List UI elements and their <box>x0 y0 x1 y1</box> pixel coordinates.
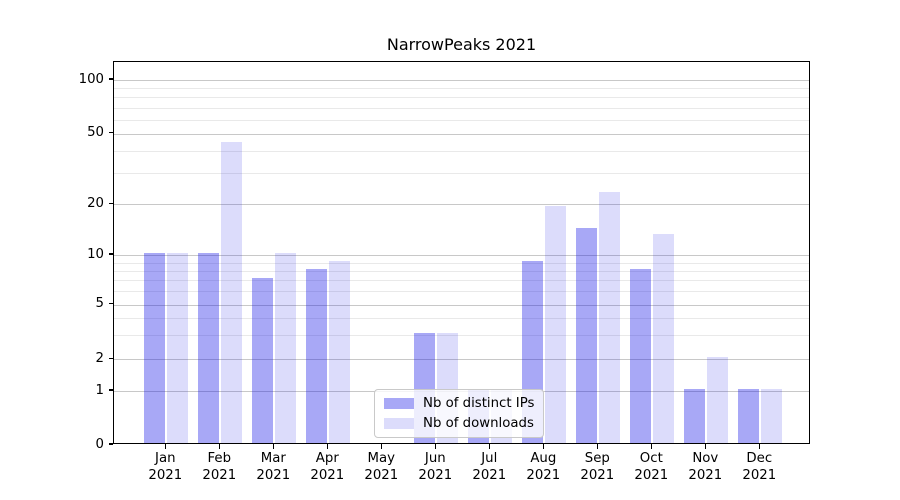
minor-gridline <box>114 291 809 293</box>
y-tick-label: 5 <box>95 296 104 311</box>
x-tick-label: Oct 2021 <box>634 451 669 483</box>
x-tick-label: Sep 2021 <box>580 451 615 483</box>
x-tick-label: Jun 2021 <box>418 451 453 483</box>
x-tick-mark <box>326 444 329 449</box>
minor-gridline <box>114 270 809 272</box>
bar-nb-of-downloads-oct <box>653 233 675 443</box>
major-gridline <box>114 359 809 361</box>
bar-nb-of-downloads-jan <box>167 253 189 443</box>
major-gridline <box>114 304 809 306</box>
legend-entry: Nb of distinct IPs <box>384 395 534 412</box>
legend-label: Nb of distinct IPs <box>423 396 535 411</box>
y-tick-label: 50 <box>87 125 104 141</box>
legend-entry: Nb of downloads <box>384 415 534 432</box>
bar-nb-of-downloads-nov <box>707 357 729 443</box>
x-tick-mark <box>272 444 275 449</box>
plot-area <box>113 61 810 444</box>
legend: Nb of distinct IPs Nb of downloads <box>374 389 544 438</box>
x-tick-mark <box>542 444 545 449</box>
bar-nb-of-downloads-mar <box>275 253 297 443</box>
y-tick-mark <box>109 443 113 445</box>
y-tick-mark <box>109 389 113 391</box>
x-tick-label: Mar 2021 <box>256 451 291 483</box>
x-tick-mark <box>758 444 761 449</box>
x-tick-mark <box>434 444 437 449</box>
minor-gridline <box>114 280 809 282</box>
x-tick-mark <box>164 444 167 449</box>
legend-swatch <box>384 398 414 409</box>
minor-gridline <box>114 119 809 121</box>
y-tick-label: 0 <box>95 436 104 452</box>
x-tick-mark <box>218 444 221 449</box>
x-tick-label: Feb 2021 <box>202 451 237 483</box>
x-tick-mark <box>380 444 383 449</box>
minor-gridline <box>114 88 809 90</box>
minor-gridline <box>114 97 809 99</box>
x-tick-label: Apr 2021 <box>310 451 345 483</box>
bar-nb-of-distinct-ips-dec <box>738 389 760 443</box>
y-tick-label: 100 <box>78 71 104 87</box>
chart-title: NarrowPeaks 2021 <box>386 35 537 54</box>
minor-gridline <box>114 107 809 109</box>
y-tick-mark <box>109 253 113 255</box>
bar-nb-of-downloads-sep <box>599 191 621 443</box>
x-tick-mark <box>488 444 491 449</box>
major-gridline <box>114 255 809 256</box>
major-gridline <box>114 204 809 206</box>
legend-swatch <box>384 418 414 429</box>
x-tick-mark <box>650 444 653 449</box>
minor-gridline <box>114 173 809 175</box>
bar-nb-of-distinct-ips-oct <box>630 268 652 443</box>
minor-gridline <box>114 335 809 337</box>
x-tick-mark <box>704 444 707 449</box>
y-tick-label: 20 <box>87 195 104 211</box>
y-tick-mark <box>109 131 113 134</box>
bar-nb-of-distinct-ips-sep <box>576 228 598 443</box>
bar-nb-of-distinct-ips-mar <box>252 278 274 443</box>
x-tick-label: Aug 2021 <box>526 451 561 483</box>
major-gridline <box>114 80 809 81</box>
y-tick-mark <box>109 357 113 360</box>
bar-nb-of-distinct-ips-nov <box>684 389 706 443</box>
x-tick-label: Jul 2021 <box>472 451 507 483</box>
y-tick-mark <box>109 202 113 205</box>
bar-nb-of-distinct-ips-apr <box>306 268 328 443</box>
x-tick-mark <box>596 444 599 449</box>
x-tick-label: Jan 2021 <box>148 451 183 483</box>
major-gridline <box>114 133 809 135</box>
x-tick-label: May 2021 <box>364 451 399 483</box>
x-tick-label: Nov 2021 <box>688 451 723 483</box>
y-tick-label: 10 <box>87 246 104 262</box>
y-tick-label: 1 <box>95 382 104 398</box>
y-tick-mark <box>109 302 113 305</box>
bar-nb-of-downloads-feb <box>221 141 243 443</box>
legend-label: Nb of downloads <box>423 416 534 431</box>
bar-nb-of-distinct-ips-feb <box>198 253 220 443</box>
x-tick-label: Dec 2021 <box>742 451 777 483</box>
minor-gridline <box>114 262 809 264</box>
bar-nb-of-downloads-apr <box>329 260 351 443</box>
y-tick-mark <box>109 78 113 80</box>
y-tick-label: 2 <box>95 350 104 366</box>
bar-nb-of-downloads-dec <box>761 389 783 443</box>
bar-nb-of-distinct-ips-jan <box>144 253 166 443</box>
minor-gridline <box>114 317 809 319</box>
minor-gridline <box>114 150 809 152</box>
bar-nb-of-downloads-aug <box>545 206 567 443</box>
